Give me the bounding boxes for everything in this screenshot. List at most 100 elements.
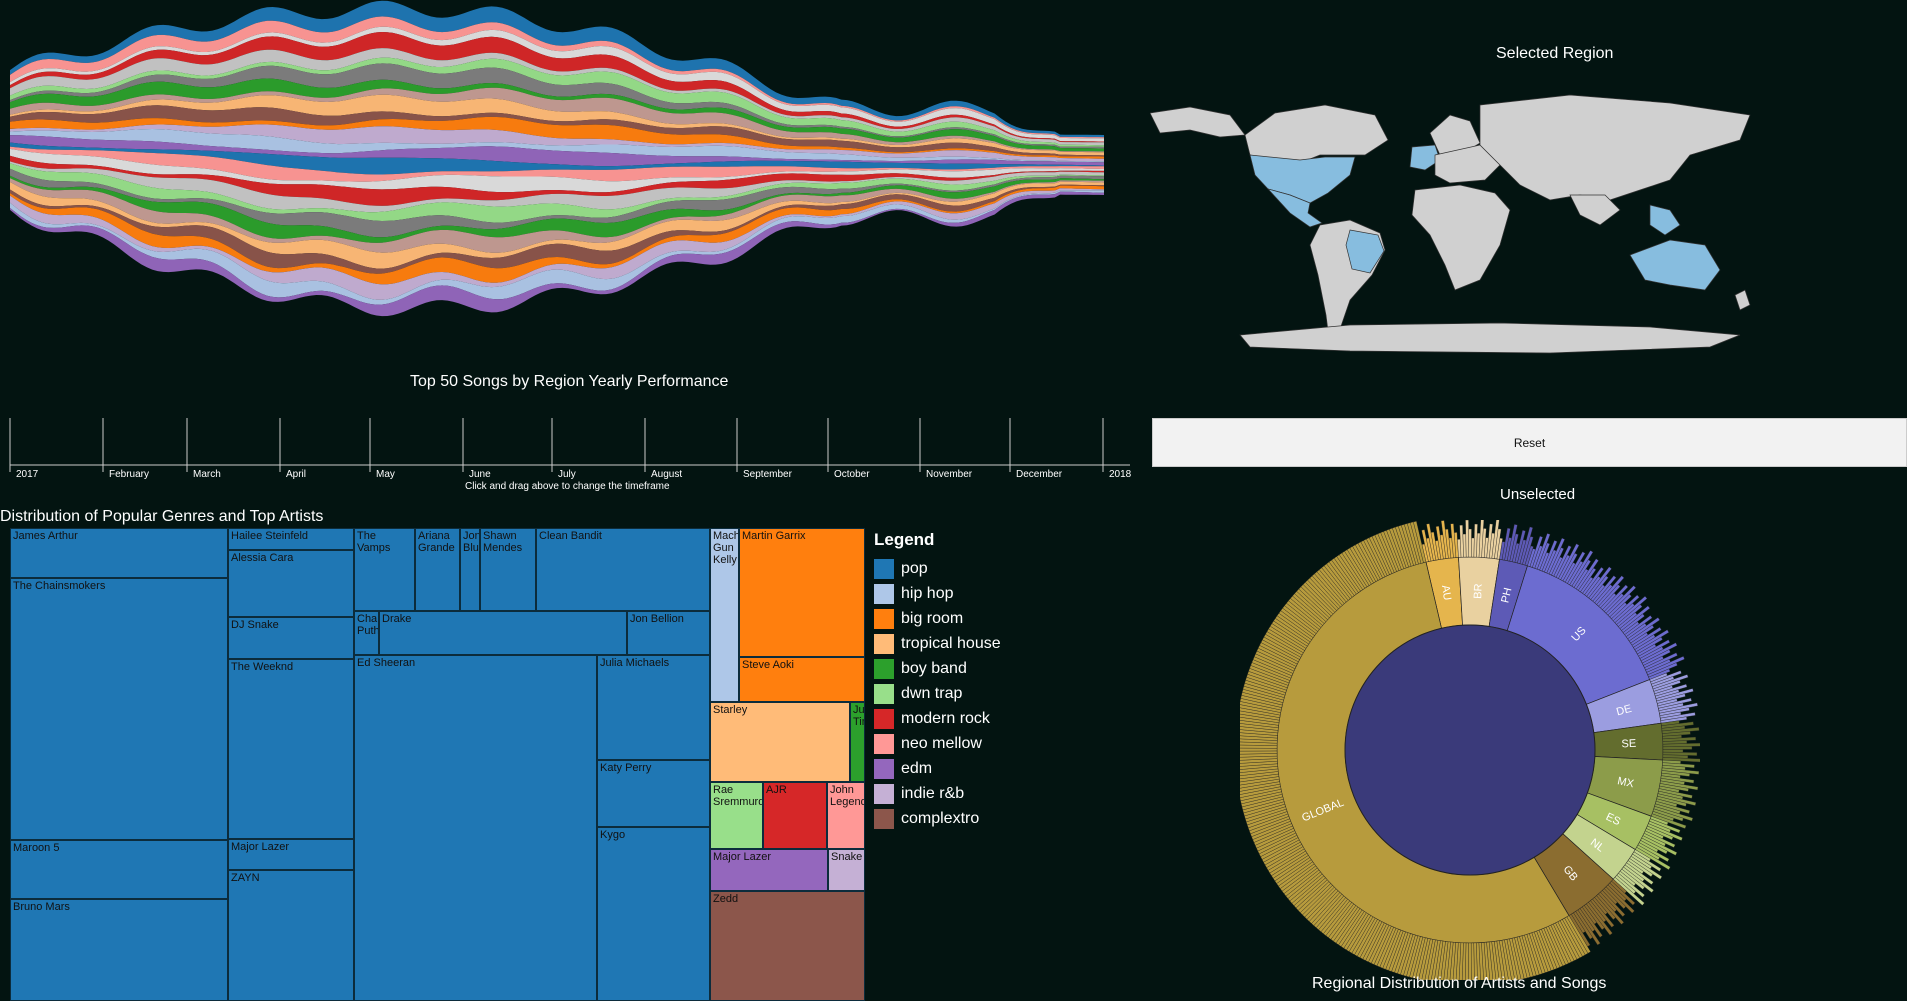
southeast-asia-shape[interactable] [1649,204,1681,236]
sunburst-title: Regional Distribution of Artists and Son… [1312,975,1607,992]
australia-shape[interactable] [1629,239,1721,291]
treemap-cell[interactable]: Alessia Cara [228,550,354,617]
axis-tick-label: 2018 [1109,469,1132,480]
treemap-cell[interactable]: Shawn Mendes [480,528,536,611]
treemap-cell[interactable]: Clean Bandit [536,528,710,611]
treemap-cell[interactable]: Drake [379,611,627,655]
legend-item: dwn trap [874,681,1001,706]
map-title: Selected Region [1496,45,1614,62]
sunburst-song-arc [1468,528,1472,558]
stream-layer [10,57,1104,147]
treemap-cell[interactable]: Jon Blu [460,528,480,611]
treemap-cell[interactable]: Jon Bellion [627,611,710,655]
axis-tick-label: November [926,469,973,480]
treemap-cell[interactable]: The Chainsmokers [10,578,228,840]
treemap-cell[interactable]: James Arthur [10,528,228,578]
world-map[interactable] [1150,85,1800,415]
stream-layer [10,87,1104,153]
legend-label: boy band [901,659,967,677]
treemap-cell[interactable]: John Legend [827,782,865,849]
treemap-cell[interactable]: Zedd [710,891,865,1001]
legend-item: pop [874,556,1001,581]
treemap-cell[interactable]: Bruno Mars [10,899,228,1001]
stream-layer [10,135,1104,167]
treemap-cell[interactable]: Cha Puth [354,611,379,655]
stream-layer [10,184,1104,274]
legend-swatch [874,658,894,679]
axis-tick-label: October [834,469,870,480]
mexico-shape[interactable] [1266,188,1323,228]
legend-label: dwn trap [901,684,963,702]
stream-layer [10,142,1104,175]
treemap-cell[interactable]: Maroon 5 [10,840,228,899]
treemap-cell[interactable]: Julia Michaels [597,655,710,760]
axis-tick-label: February [109,469,149,480]
treemap-cell[interactable]: Major Lazer [228,839,354,870]
stream-layer [10,105,1104,157]
sunburst-center[interactable] [1344,624,1596,876]
legend-swatch [874,683,894,704]
legend-swatch [874,758,894,779]
sunburst-song-arc [1240,750,1278,755]
legend-label: complextro [901,809,980,827]
treemap-cell[interactable]: Kygo [597,827,710,1001]
usa-shape[interactable] [1249,154,1356,204]
legend-label: indie r&b [901,784,965,802]
legend: Legend pop hip hop big room tropical house b… [874,530,1001,831]
russia-asia-shape[interactable] [1479,94,1751,201]
treemap-cell[interactable]: Rae Sremmurd [710,782,763,849]
legend-item: boy band [874,656,1001,681]
stream-layer [10,190,1104,305]
treemap-cell[interactable]: The Weeknd [228,659,354,839]
legend-swatch [874,633,894,654]
india-shape[interactable] [1569,194,1621,226]
treemap-cell[interactable]: DJ Snake [228,617,354,659]
legend-swatch [874,583,894,604]
sunburst-song-arc [1662,746,1693,750]
stream-layer [10,32,1104,143]
treemap-cell[interactable]: Ju Tin [850,702,865,782]
alaska-shape[interactable] [1150,106,1246,138]
treemap-cell[interactable]: ZAYN [228,870,354,1001]
legend-item: neo mellow [874,731,1001,756]
treemap-cell[interactable]: Ariana Grande [415,528,460,611]
stream-layer [10,168,1104,238]
treemap-cell[interactable]: Starley [710,702,850,782]
stream-layer [10,155,1104,206]
antarctica-shape[interactable] [1239,322,1741,354]
brazil-shape[interactable] [1345,229,1385,274]
treemap-cell[interactable]: Martin Garrix [739,528,865,657]
axis-tick-label: August [651,469,682,480]
legend-item: big room [874,606,1001,631]
treemap-cell[interactable]: The Vamps [354,528,415,611]
treemap-cell[interactable]: AJR [763,782,827,849]
streamgraph-title: Top 50 Songs by Region Yearly Performanc… [410,373,729,390]
africa-shape[interactable] [1411,184,1511,291]
stream-layer [10,116,1104,159]
axis-tick-label: June [469,469,491,480]
genre-treemap: James Arthur The Chainsmokers Maroon 5 Brun… [10,528,865,1001]
treemap-cell[interactable]: Steve Aoki [739,657,865,702]
treemap-cell[interactable]: Katy Perry [597,760,710,827]
new-zealand-shape[interactable] [1734,289,1751,311]
legend-label: modern rock [901,709,990,727]
reset-button[interactable]: Reset [1152,418,1907,467]
legend-label: tropical house [901,634,1001,652]
treemap-cell[interactable]: Major Lazer [710,849,828,891]
treemap-cell[interactable]: Ed Sheeran [354,655,597,1001]
legend-swatch [874,783,894,804]
treemap-cell[interactable]: Snake [828,849,865,891]
timeframe-brush[interactable]: 2017 February March April May June July August S… [0,410,1140,490]
treemap-cell[interactable]: Hailee Steinfeld [228,528,354,550]
treemap-cell[interactable]: Mach Gun Kelly [710,528,739,702]
europe-selected-shape[interactable] [1409,144,1441,171]
canada-shape[interactable] [1244,104,1389,164]
sunburst-label: ES [1604,811,1622,828]
sunburst-song-arc [1662,749,1684,753]
sunburst-label: BR [1472,583,1485,599]
sunburst-label: AU [1439,584,1453,601]
sunburst-label: SE [1621,738,1636,751]
treemap-title: Distribution of Popular Genres and Top A… [0,508,324,525]
stream-layer [10,129,1104,163]
